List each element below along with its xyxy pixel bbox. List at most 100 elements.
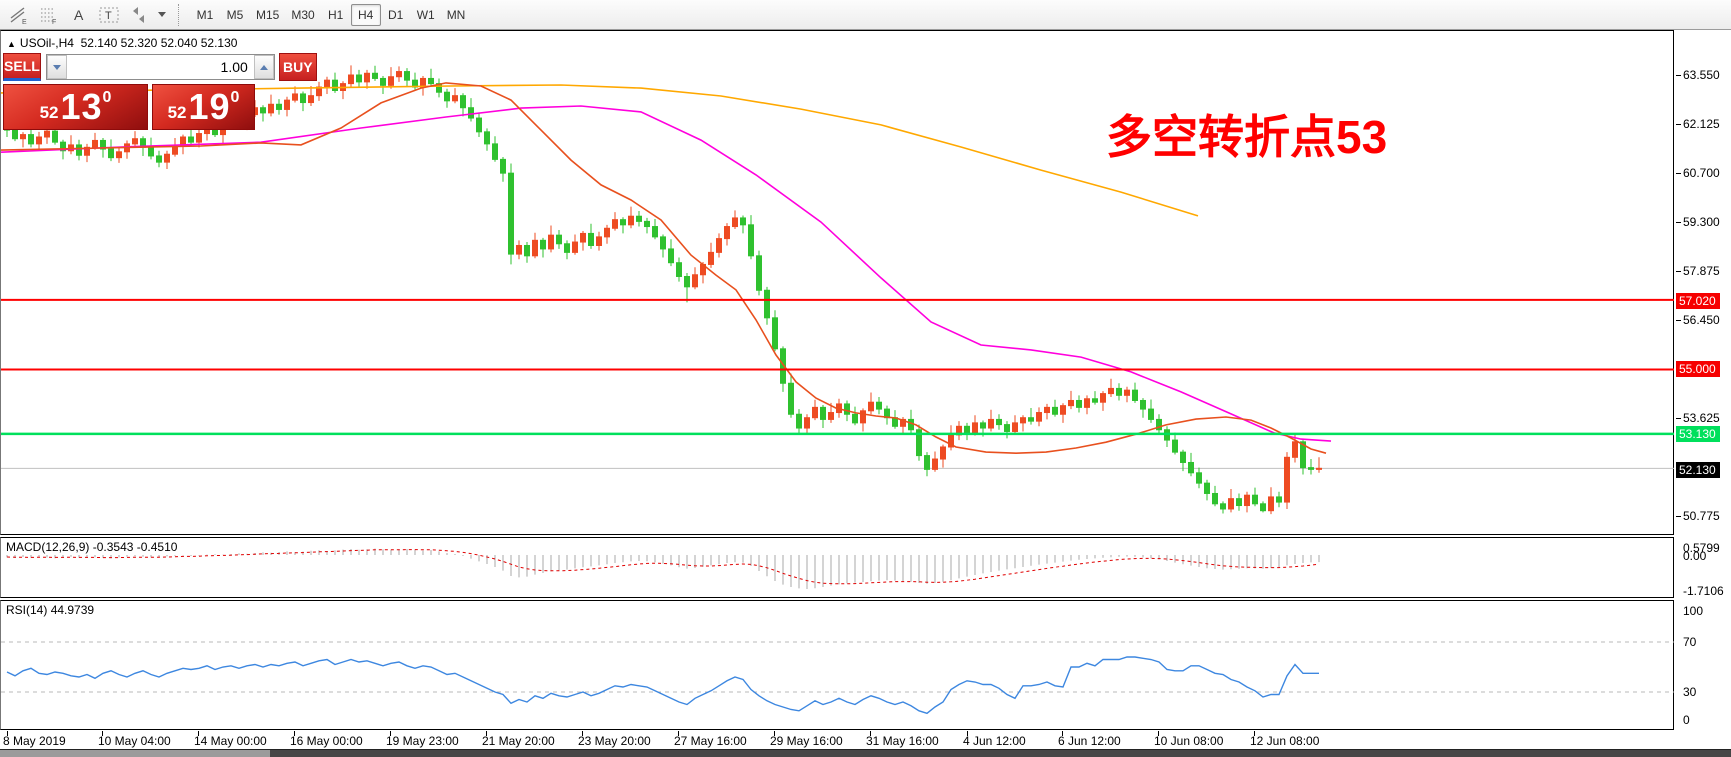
time-axis-tick <box>1158 731 1159 736</box>
axis-tick <box>1676 222 1681 223</box>
svg-text:T: T <box>105 10 112 22</box>
price-badge-53.130: 53.130 <box>1676 426 1720 442</box>
text-box-tool-button[interactable]: T <box>96 3 122 27</box>
axis-tick <box>1676 516 1681 517</box>
timeframe-button-mn[interactable]: MN <box>446 7 466 22</box>
time-axis-tick <box>390 731 391 736</box>
time-axis-label: 27 May 16:00 <box>674 734 747 748</box>
price-axis-label: 56.450 <box>1676 313 1720 327</box>
volume-input[interactable] <box>66 55 254 79</box>
buy-price-pipette: 0 <box>230 89 240 106</box>
rsi-value: 44.9739 <box>50 603 95 617</box>
time-axis-label: 19 May 23:00 <box>386 734 459 748</box>
rsi-indicator-pane[interactable]: RSI(14) 44.9739 <box>0 600 1674 730</box>
price-axis-label: 59.300 <box>1676 215 1720 229</box>
price-axis-label: 50.775 <box>1676 509 1720 523</box>
time-axis-label: 10 Jun 08:00 <box>1154 734 1224 748</box>
axis-tick <box>1676 173 1681 174</box>
time-axis-label: 21 May 20:00 <box>482 734 555 748</box>
toolbar-separator <box>178 3 182 26</box>
price-badge-52.130: 52.130 <box>1676 462 1720 478</box>
time-axis-tick <box>486 731 487 736</box>
text-label-icon: A <box>74 7 84 23</box>
macd-title: MACD(12,26,9) <box>6 540 90 554</box>
rsi-axis-label: 30 <box>1683 685 1697 699</box>
time-axis-tick <box>870 731 871 736</box>
volume-increase-button[interactable] <box>253 55 274 79</box>
chevron-up-icon <box>259 64 268 70</box>
timeframe-button-w1[interactable]: W1 <box>416 7 435 22</box>
arrow-objects-tool-button[interactable] <box>126 3 152 27</box>
fibonacci-icon: F <box>41 8 56 25</box>
symbol-marker-icon: ▲ <box>7 39 16 49</box>
chevron-down-icon <box>158 12 166 17</box>
time-axis-tick <box>582 731 583 736</box>
price-badge-55.000: 55.000 <box>1676 361 1720 377</box>
rsi-axis-label: 70 <box>1683 635 1697 649</box>
macd-chart <box>6 548 1320 589</box>
timeframe-button-group: M1 M5 M15 M30 H1 H4 D1 W1 MN <box>190 3 471 26</box>
chevron-down-icon <box>52 64 61 70</box>
time-axis-label: 4 Jun 12:00 <box>963 734 1026 748</box>
macd-label: MACD(12,26,9) -0.3543 -0.4510 <box>6 540 177 554</box>
ohlc-open: 52.140 <box>80 36 118 50</box>
equidistant-channel-tool-button[interactable]: E <box>6 3 32 27</box>
timeframe-button-m15[interactable]: M15 <box>256 7 280 22</box>
scrollbar-thumb[interactable] <box>0 750 270 757</box>
text-label-tool-button[interactable]: A <box>66 3 92 27</box>
time-axis-tick <box>294 731 295 736</box>
rsi-axis-label: 0 <box>1683 713 1690 727</box>
macd-indicator-pane[interactable]: MACD(12,26,9) -0.3543 -0.4510 <box>0 537 1674 598</box>
time-axis-label: 31 May 16:00 <box>866 734 939 748</box>
time-axis-label: 10 May 04:00 <box>98 734 171 748</box>
timeframe-button-m1[interactable]: M1 <box>196 7 214 22</box>
timeframe-button-d1[interactable]: D1 <box>388 7 404 22</box>
time-axis-tick <box>102 731 103 736</box>
sell-price-pipette: 0 <box>102 89 112 106</box>
time-axis[interactable]: 8 May 2019 10 May 04:00 14 May 00:00 16 May… <box>0 731 1674 748</box>
macd-axis: 0.5799 0.00 -1.7106 <box>1675 538 1731 598</box>
bottom-scrollbar[interactable] <box>0 749 1731 757</box>
fibonacci-tool-button[interactable]: F <box>36 3 62 27</box>
timeframe-button-h1[interactable]: H1 <box>328 7 344 22</box>
rsi-title: RSI(14) <box>6 603 48 617</box>
svg-text:A: A <box>74 7 84 23</box>
macd-axis-label: 0.5799 <box>1683 541 1720 555</box>
volume-decrease-button[interactable] <box>46 55 67 79</box>
ohlc-close: 52.130 <box>200 36 238 50</box>
svg-text:F: F <box>52 19 56 25</box>
svg-text:E: E <box>22 19 27 25</box>
rsi-axis-label: 100 <box>1683 604 1704 618</box>
time-axis-label: 8 May 2019 <box>3 734 66 748</box>
buy-price-handle: 52 <box>167 103 187 122</box>
time-axis-label: 29 May 16:00 <box>770 734 843 748</box>
price-axis-label: 57.875 <box>1676 264 1720 278</box>
time-axis-tick <box>1254 731 1255 736</box>
axis-tick <box>1676 75 1681 76</box>
main-chart-pane[interactable] <box>0 30 1674 535</box>
timeframe-button-h4[interactable]: H4 <box>350 3 381 26</box>
time-axis-label: 16 May 00:00 <box>290 734 363 748</box>
time-axis-tick <box>774 731 775 736</box>
price-badge-57.020: 57.020 <box>1676 293 1720 309</box>
buy-price-box[interactable]: 52 19 0 <box>152 84 255 130</box>
price-axis-label: 60.700 <box>1676 166 1720 180</box>
candlestick-chart <box>1 65 1674 515</box>
timeframe-button-m30[interactable]: M30 <box>291 7 315 22</box>
price-axis-label: 62.125 <box>1676 117 1720 131</box>
time-axis-tick <box>7 731 8 736</box>
macd-values: -0.3543 -0.4510 <box>92 540 178 554</box>
sell-button[interactable]: SELL <box>3 53 41 81</box>
price-axis[interactable]: 63.550 62.125 60.700 59.300 57.875 56.450 53.6… <box>1675 31 1731 534</box>
sell-price-pips: 13 <box>60 86 103 127</box>
symbol-name: USOil-,H4 <box>19 36 74 50</box>
time-axis-tick <box>678 731 679 736</box>
time-axis-tick <box>198 731 199 736</box>
symbol-info-bar: ▲ USOil-,H4 52.140 52.320 52.040 52.130 <box>7 36 237 50</box>
timeframe-button-m5[interactable]: M5 <box>226 7 244 22</box>
arrow-objects-dropdown-button[interactable] <box>156 3 168 27</box>
buy-button[interactable]: BUY <box>278 53 317 81</box>
rsi-label: RSI(14) 44.9739 <box>6 603 94 617</box>
sell-price-box[interactable]: 52 13 0 <box>3 84 148 130</box>
macd-axis-label: -1.7106 <box>1683 584 1724 598</box>
